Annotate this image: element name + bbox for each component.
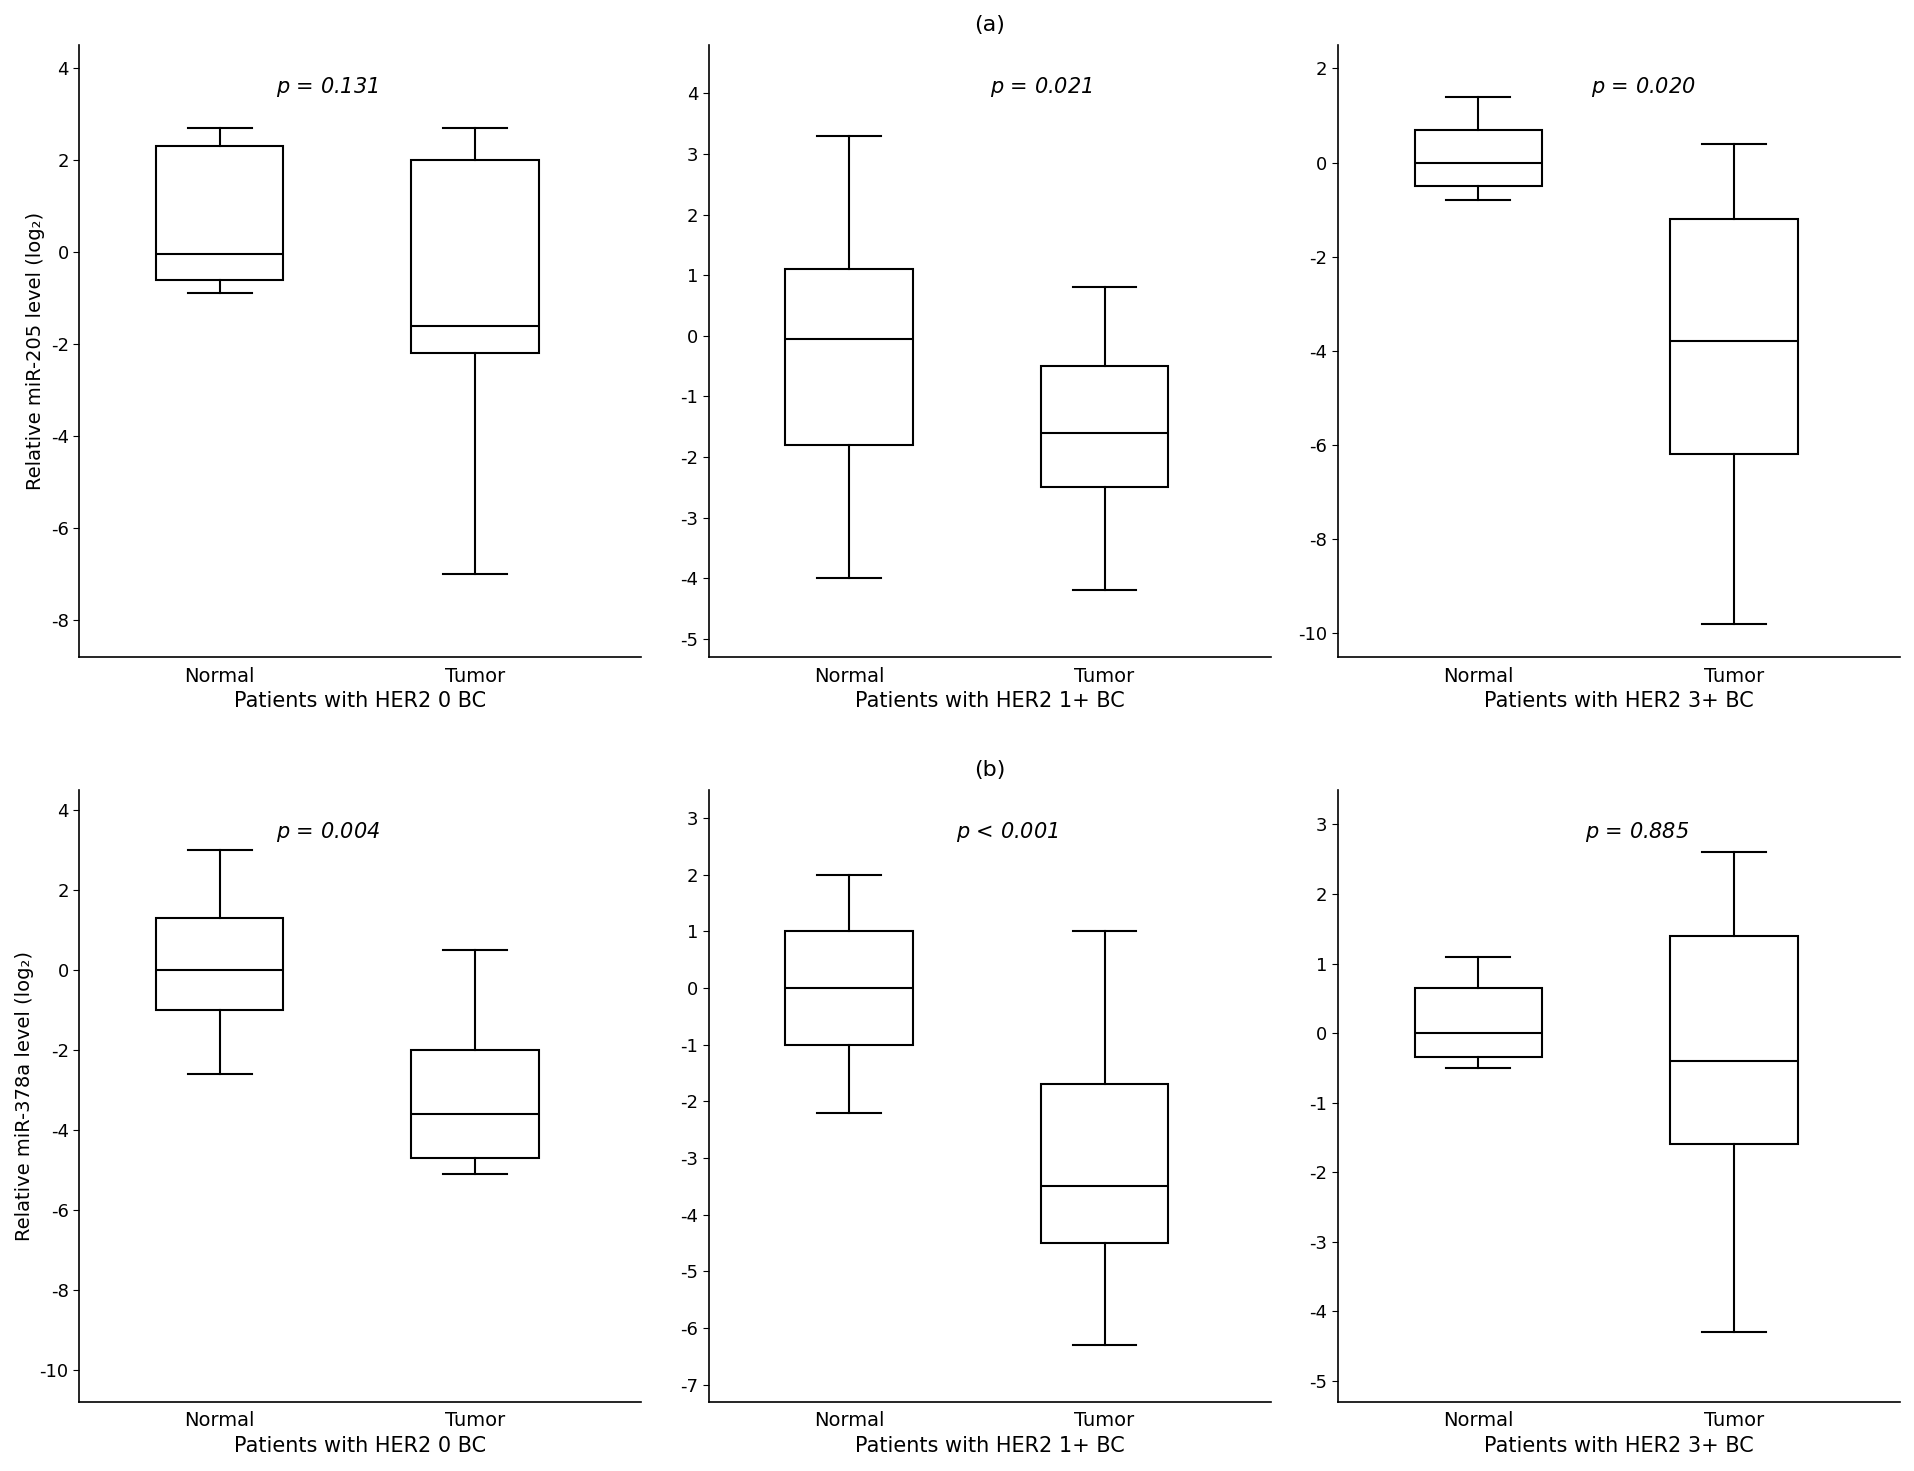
Text: $p$ < 0.001: $p$ < 0.001: [955, 821, 1058, 844]
PathPatch shape: [785, 269, 913, 444]
PathPatch shape: [1414, 129, 1541, 187]
X-axis label: Patients with HER2 3+ BC: Patients with HER2 3+ BC: [1483, 1436, 1753, 1456]
PathPatch shape: [785, 931, 913, 1044]
Text: $p$ = 0.020: $p$ = 0.020: [1591, 75, 1694, 100]
X-axis label: Patients with HER2 1+ BC: Patients with HER2 1+ BC: [854, 691, 1124, 710]
X-axis label: Patients with HER2 1+ BC: Patients with HER2 1+ BC: [854, 1436, 1124, 1456]
PathPatch shape: [1414, 989, 1541, 1058]
PathPatch shape: [155, 146, 283, 279]
Text: $p$ = 0.131: $p$ = 0.131: [276, 75, 379, 100]
Text: $p$ = 0.885: $p$ = 0.885: [1585, 821, 1688, 844]
PathPatch shape: [412, 1050, 538, 1158]
X-axis label: Patients with HER2 3+ BC: Patients with HER2 3+ BC: [1483, 691, 1753, 710]
PathPatch shape: [1669, 936, 1797, 1144]
PathPatch shape: [412, 160, 538, 353]
Y-axis label: Relative miR-205 level (log₂): Relative miR-205 level (log₂): [27, 212, 46, 490]
Text: $p$ = 0.004: $p$ = 0.004: [276, 821, 381, 844]
Y-axis label: Relative miR-378a level (log₂): Relative miR-378a level (log₂): [15, 950, 34, 1240]
PathPatch shape: [1669, 219, 1797, 455]
PathPatch shape: [155, 918, 283, 1009]
Text: $p$ = 0.021: $p$ = 0.021: [990, 75, 1091, 100]
X-axis label: Patients with HER2 0 BC: Patients with HER2 0 BC: [234, 691, 486, 710]
PathPatch shape: [1039, 1084, 1168, 1243]
X-axis label: Patients with HER2 0 BC: Patients with HER2 0 BC: [234, 1436, 486, 1456]
Title: (b): (b): [974, 761, 1005, 780]
Title: (a): (a): [974, 15, 1005, 35]
PathPatch shape: [1039, 366, 1168, 487]
